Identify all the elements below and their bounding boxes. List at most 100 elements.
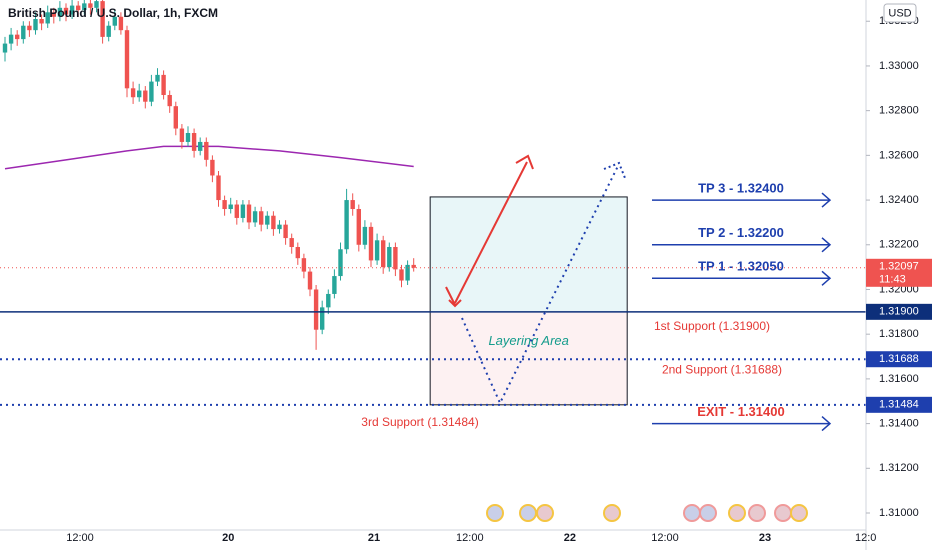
- candle-body: [228, 204, 233, 210]
- candle-body: [344, 200, 349, 250]
- target-arrow-head: [821, 192, 832, 208]
- candle-body: [167, 95, 172, 107]
- countdown: 11:43: [879, 274, 906, 286]
- v-path: [461, 165, 619, 406]
- currency-box[interactable]: [883, 3, 917, 23]
- candle-body: [15, 34, 20, 40]
- y-tick-label: 1.32400: [879, 194, 919, 206]
- candle-body: [301, 258, 307, 272]
- candle-body: [319, 307, 325, 330]
- candle-body: [82, 3, 87, 11]
- candle-body: [155, 74, 160, 82]
- price-tag-label: 1.31484: [879, 399, 919, 411]
- currency: USD: [888, 7, 911, 19]
- target-arrow-head: [821, 237, 832, 253]
- candle-body: [283, 224, 288, 239]
- candle-body: [368, 226, 374, 261]
- y-tick-label: 1.33000: [879, 60, 919, 72]
- x-tick-label: 12:00: [66, 532, 94, 544]
- candle-body: [374, 240, 380, 261]
- x-tick-label: 12:00: [456, 532, 484, 544]
- candle-body: [45, 12, 50, 24]
- candle-body: [405, 264, 410, 281]
- y-tick-label: 1.32200: [879, 239, 919, 251]
- candle-body: [356, 209, 361, 245]
- candle-body: [246, 204, 252, 223]
- y-tick-label: 1.31400: [879, 418, 919, 430]
- event-icon: [790, 504, 808, 522]
- event-icon: [748, 504, 766, 522]
- candle-body: [350, 200, 355, 210]
- up-arrow: [454, 161, 528, 304]
- target-arrow-head: [821, 416, 832, 432]
- candle-body: [63, 7, 69, 15]
- candle-body: [265, 215, 270, 225]
- candle-body: [27, 25, 32, 31]
- target-label: TP 3 - 1.32400: [698, 181, 784, 196]
- event-icon: [728, 504, 746, 522]
- price-tag: [866, 303, 932, 320]
- moving-average: [4, 145, 414, 170]
- candle-body: [222, 200, 227, 210]
- candle-body: [240, 204, 246, 218]
- candle-body: [380, 240, 386, 268]
- x-tick-label: 21: [368, 532, 380, 544]
- candle-body: [88, 3, 93, 8]
- candle-body: [124, 30, 130, 89]
- y-tick-label: 1.31000: [879, 507, 919, 519]
- candle-body: [51, 12, 57, 17]
- candle-body: [100, 1, 105, 37]
- event-icon: [519, 504, 537, 522]
- candle-body: [411, 264, 416, 268]
- candle-body: [252, 211, 258, 223]
- event-icon: [486, 504, 504, 522]
- candle-body: [106, 25, 111, 37]
- arrow-head: [603, 161, 626, 179]
- y-tick-label: 1.32800: [879, 105, 919, 117]
- candle-body: [69, 5, 75, 15]
- event-icons: [486, 504, 808, 522]
- candle-body: [191, 133, 197, 151]
- candle-body: [173, 106, 178, 129]
- candle-body: [307, 271, 313, 290]
- candle-body: [136, 90, 142, 98]
- candle-body: [295, 247, 300, 259]
- candle-body: [21, 25, 26, 40]
- candle-body: [313, 289, 319, 330]
- event-icon: [774, 504, 792, 522]
- trade-sketch: [445, 154, 626, 406]
- candle-body: [39, 19, 44, 24]
- x-tick-label: 12:00: [651, 532, 679, 544]
- candle-body: [362, 226, 368, 245]
- candle-body: [197, 141, 203, 151]
- candle-body: [210, 159, 215, 176]
- candle-body: [130, 88, 136, 98]
- down-arrow: [445, 286, 456, 306]
- candle-body: [271, 215, 276, 230]
- candle-body: [326, 293, 331, 308]
- support-label: 3rd Support (1.31484): [361, 415, 478, 429]
- candle-body: [204, 141, 209, 160]
- candle-body: [399, 269, 404, 281]
- arrow-head: [448, 299, 462, 308]
- x-tick-label: 22: [564, 532, 576, 544]
- price-tag: [866, 351, 932, 368]
- price-axis: 1.31000 1.31200 1.31400 1.31600 1.31800 1.320…: [866, 15, 932, 519]
- price-tag-label: 1.31900: [879, 306, 919, 318]
- x-tick-label: 12:0: [855, 532, 876, 544]
- target-label: TP 2 - 1.32200: [698, 225, 784, 240]
- candle-body: [277, 224, 282, 230]
- chart-title: British Pound / U.S. Dollar, 1h, FXCM: [8, 6, 218, 20]
- candle-body: [33, 19, 38, 31]
- target-zone: [430, 196, 628, 312]
- candle-body: [143, 90, 148, 102]
- target-arrow-head: [821, 270, 832, 286]
- zone-label: Layering Area: [488, 333, 568, 348]
- price-tag-label: 1.31688: [879, 353, 919, 365]
- candle-body: [112, 16, 117, 26]
- support-label: 2nd Support (1.31688): [662, 362, 782, 376]
- candle-body: [234, 204, 239, 218]
- target-label: TP 1 - 1.32050: [698, 259, 784, 274]
